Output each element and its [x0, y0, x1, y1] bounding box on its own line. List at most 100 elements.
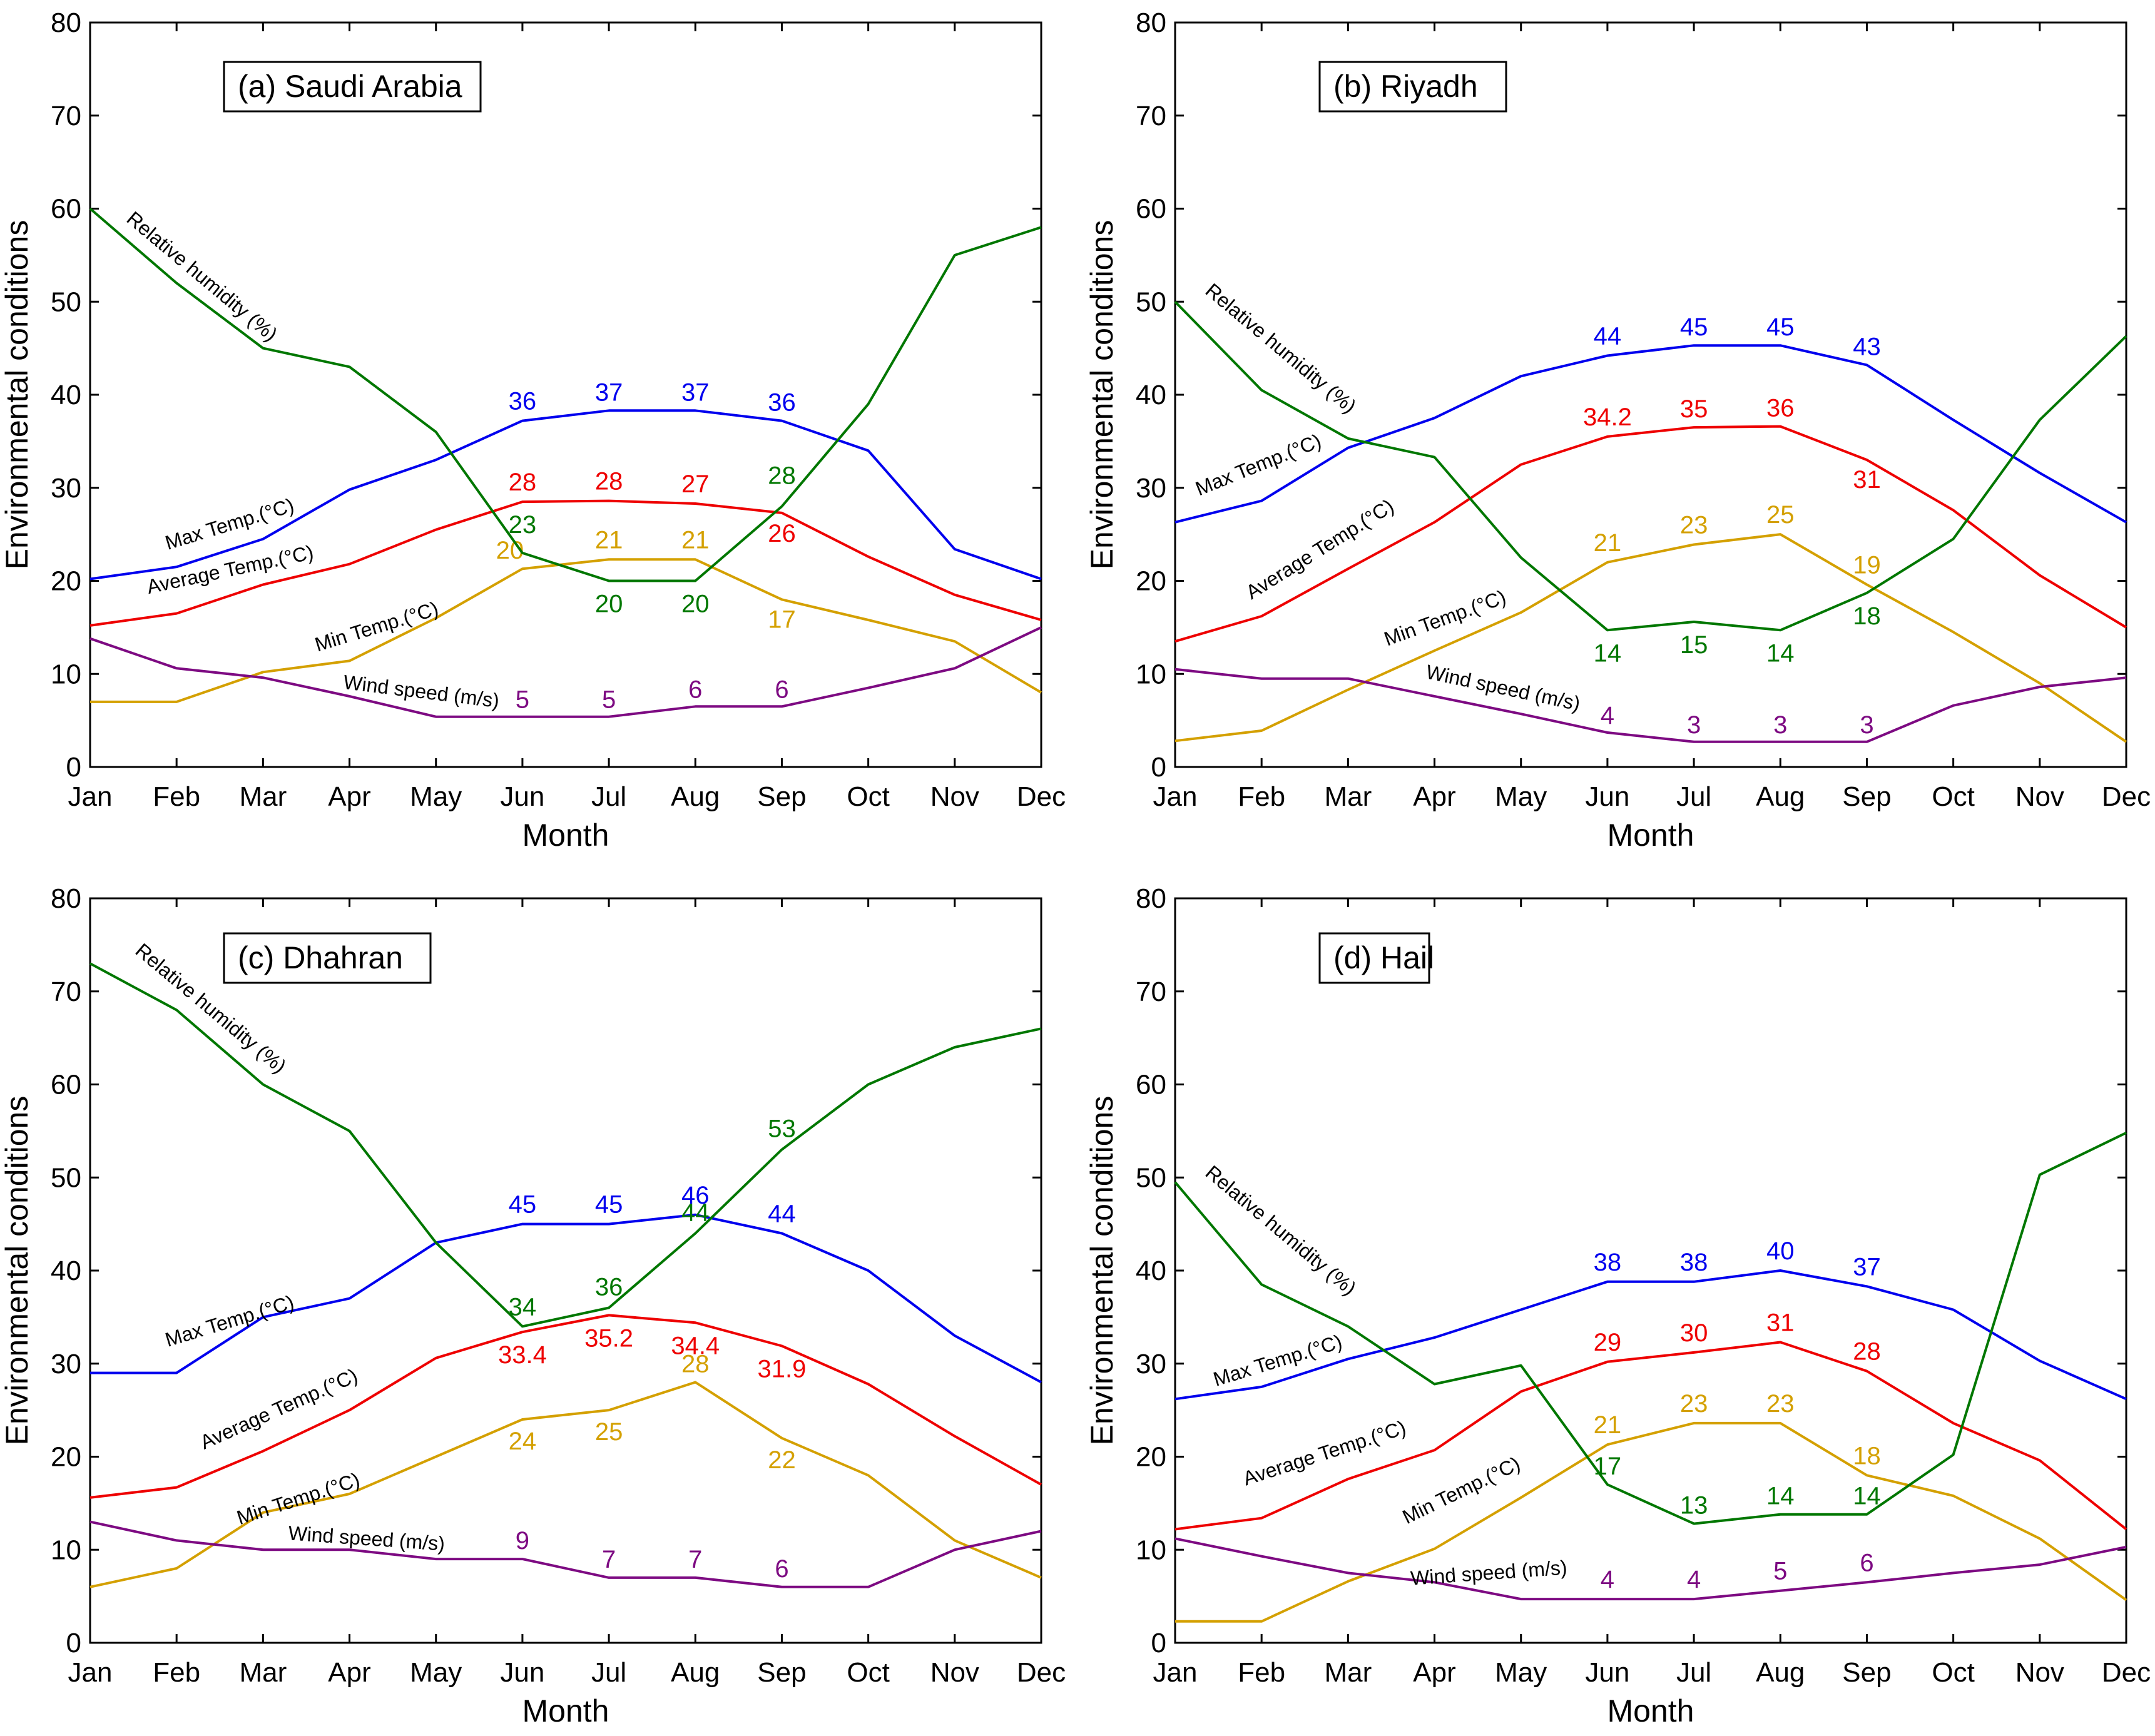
x-tick-label: Apr	[1413, 1657, 1455, 1688]
chart-panel-2: 0 10 20 30 40 50 60 70 80 Jan Feb Mar Apr May Jun Jul Au…	[1084, 8, 2151, 853]
x-tick-label: Jul	[1676, 1657, 1711, 1688]
x-tick-label: Feb	[1238, 781, 1285, 812]
data-label-max: 45	[595, 1191, 623, 1219]
data-label-max: 43	[1853, 333, 1881, 360]
data-label-max: 38	[1594, 1249, 1622, 1276]
x-axis-label: Month	[1607, 818, 1694, 853]
series-name-max: Max Temp.(°C)	[1192, 429, 1324, 500]
data-label-min: 24	[509, 1428, 537, 1455]
series-line-avg	[89, 499, 1042, 627]
x-tick-label: Apr	[328, 781, 370, 812]
y-tick-label: 0	[1151, 1628, 1166, 1658]
data-label-rh: 20	[681, 591, 710, 618]
x-tick-label: Oct	[1932, 1657, 1974, 1688]
data-label-rh: 28	[768, 462, 796, 490]
y-tick-label: 30	[1136, 1349, 1166, 1379]
data-label-wind: 6	[775, 1555, 788, 1583]
data-label-rh: 14	[1766, 1483, 1795, 1510]
x-tick-label: Sep	[1842, 1657, 1891, 1688]
y-tick-label: 20	[1136, 1442, 1166, 1473]
data-label-avg: 28	[509, 469, 537, 496]
data-label-rh: 17	[1594, 1453, 1622, 1480]
plot-frame	[1174, 21, 2127, 768]
y-tick-label: 50	[51, 287, 81, 317]
data-label-min: 22	[768, 1446, 796, 1474]
x-tick-label: Jan	[68, 781, 113, 812]
series-name-max: Max Temp.(°C)	[163, 494, 297, 554]
y-tick-label: 10	[51, 1535, 81, 1565]
data-label-avg: 36	[1766, 395, 1795, 422]
series-name-min: Min Temp.(°C)	[1399, 1452, 1524, 1528]
data-label-avg: 34.4	[671, 1332, 720, 1359]
series-line-max	[1174, 1269, 2127, 1401]
y-tick-label: 50	[1136, 1162, 1166, 1193]
data-label-min: 25	[1766, 501, 1795, 529]
panel-title: (a) Saudi Arabia	[238, 69, 462, 104]
series-name-avg: Average Temp.(°C)	[1242, 495, 1398, 604]
series-line-wind	[1174, 667, 2127, 743]
x-tick-label: Sep	[1842, 781, 1891, 812]
data-label-min: 21	[1594, 1411, 1622, 1439]
y-tick-label: 0	[66, 1628, 81, 1658]
data-label-rh: 13	[1680, 1492, 1708, 1520]
y-tick-label: 60	[1136, 194, 1166, 225]
data-label-avg: 30	[1680, 1319, 1708, 1347]
data-label-wind: 7	[602, 1546, 616, 1573]
data-label-min: 21	[595, 526, 623, 554]
y-tick-label: 80	[1136, 8, 1166, 38]
data-label-max: 37	[681, 378, 710, 406]
data-label-avg: 29	[1594, 1329, 1622, 1356]
series-name-avg: Average Temp.(°C)	[196, 1364, 360, 1453]
x-tick-label: Dec	[2102, 781, 2151, 812]
y-axis-label: Environmental conditions	[0, 1096, 34, 1446]
data-label-rh: 15	[1680, 631, 1708, 659]
x-tick-label: Jul	[591, 1657, 626, 1688]
x-tick-label: Nov	[930, 1657, 979, 1688]
data-label-avg: 34.2	[1583, 404, 1632, 431]
data-label-min: 23	[1680, 1390, 1708, 1418]
data-label-wind: 3	[1687, 711, 1701, 739]
x-tick-label: Jan	[1153, 781, 1198, 812]
data-label-avg: 35.2	[584, 1324, 633, 1352]
panel-title-box	[1318, 61, 1507, 113]
data-label-avg: 31.9	[758, 1355, 807, 1383]
panel-title-box	[1318, 932, 1430, 984]
series-line-wind	[89, 626, 1042, 718]
panel-title: (b) Riyadh	[1333, 69, 1478, 104]
series-name-wind: Wind speed (m/s)	[1424, 661, 1582, 715]
y-tick-label: 20	[1136, 566, 1166, 597]
y-tick-label: 40	[51, 1256, 81, 1286]
data-label-rh: 23	[509, 511, 537, 539]
data-label-max: 36	[768, 389, 796, 417]
x-tick-label: Dec	[1017, 781, 1066, 812]
data-label-wind: 6	[688, 676, 702, 703]
series-name-min: Min Temp.(°C)	[1381, 586, 1509, 651]
y-tick-label: 40	[1136, 1256, 1166, 1286]
x-tick-label: Oct	[847, 1657, 889, 1688]
series-line-rh	[89, 207, 1042, 582]
data-label-max: 40	[1766, 1237, 1795, 1265]
data-label-max: 38	[1680, 1249, 1708, 1276]
x-tick-label: Jun	[1585, 781, 1629, 812]
y-tick-label: 30	[1136, 473, 1166, 504]
y-axis-label: Environmental conditions	[1084, 220, 1119, 570]
chart-panel-4: 0 10 20 30 40 50 60 70 80 Jan Feb Mar Apr May Jun Jul Au…	[1084, 883, 2151, 1728]
y-tick-label: 60	[51, 1070, 81, 1100]
series-line-min	[1174, 533, 2127, 743]
panel-title: (d) Hail	[1333, 940, 1434, 975]
data-label-max: 45	[1766, 313, 1795, 341]
y-tick-label: 70	[51, 101, 81, 131]
data-label-wind: 6	[1860, 1549, 1873, 1576]
data-label-min: 25	[595, 1418, 623, 1446]
data-label-avg: 33.4	[498, 1341, 547, 1369]
y-tick-label: 70	[1136, 977, 1166, 1007]
data-label-min: 23	[1680, 511, 1708, 539]
series-line-max	[89, 409, 1042, 581]
data-label-rh: 34	[509, 1293, 537, 1321]
data-label-max: 37	[595, 378, 623, 406]
chart-panel-3: 0 10 20 30 40 50 60 70 80 Jan Feb Mar Apr May Jun Jul Au…	[0, 883, 1066, 1728]
data-label-avg: 31	[1853, 466, 1881, 494]
x-tick-label: Sep	[757, 781, 806, 812]
panel-title-box	[223, 932, 432, 984]
x-tick-label: Sep	[757, 1657, 806, 1688]
